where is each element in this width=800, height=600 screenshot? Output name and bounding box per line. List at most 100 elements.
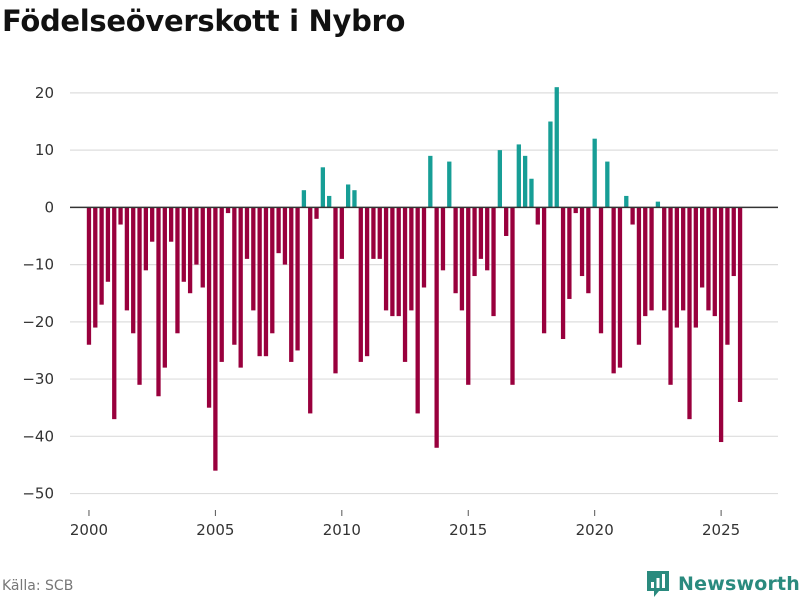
bar (630, 207, 635, 225)
bar (598, 207, 604, 334)
x-tick-label: 2000 (70, 521, 108, 539)
bar (421, 207, 427, 288)
bar (352, 190, 357, 208)
bar (529, 178, 534, 208)
bar (320, 167, 326, 208)
bar (541, 207, 547, 334)
bar (447, 161, 452, 208)
bar (522, 155, 528, 208)
y-tick-label: 0 (44, 198, 54, 216)
bar (674, 207, 680, 328)
y-tick-label: −50 (22, 485, 54, 503)
bar (270, 207, 275, 334)
x-tick-label: 2020 (576, 521, 614, 539)
bar (699, 207, 705, 288)
bar (181, 207, 186, 282)
bar (333, 207, 338, 374)
bar (137, 207, 142, 385)
bar (263, 207, 269, 357)
bar (649, 207, 654, 311)
x-tick-label: 2005 (196, 521, 234, 539)
bar (687, 207, 692, 420)
bar (112, 207, 117, 420)
brand-logo[interactable]: Newsworthy (645, 569, 800, 599)
bar (586, 207, 591, 294)
bar (93, 207, 98, 328)
brand-name: Newsworthy (678, 573, 800, 595)
newsworthy-logo-icon (645, 569, 671, 599)
bar (491, 207, 496, 317)
bar (314, 207, 319, 219)
bar (99, 207, 104, 305)
chart-title: Födelseöverskott i Nybro (2, 4, 406, 38)
bar (497, 150, 503, 208)
bar (358, 207, 363, 362)
bar (105, 207, 111, 282)
bar (257, 207, 262, 357)
bar (472, 207, 477, 277)
bar (244, 207, 250, 259)
bar (617, 207, 623, 368)
y-tick-label: 20 (35, 84, 54, 102)
bar (573, 207, 578, 214)
x-tick-label: 2010 (323, 521, 361, 539)
bar (364, 207, 370, 357)
bar (560, 207, 566, 340)
source-label: Källa: SCB (2, 578, 74, 594)
bar (327, 195, 332, 208)
bar (434, 207, 439, 448)
bar (668, 207, 673, 385)
bar (118, 207, 123, 225)
bar (295, 207, 300, 351)
bars (86, 87, 743, 471)
bar (737, 207, 743, 402)
bar (516, 144, 521, 208)
bar (219, 207, 224, 362)
bar (194, 207, 199, 265)
bar (459, 207, 465, 311)
bar (731, 207, 736, 277)
y-tick-label: −30 (22, 370, 54, 388)
y-tick-label: 10 (35, 141, 54, 159)
bar (200, 207, 205, 288)
x-tick-label: 2025 (702, 521, 740, 539)
bar (225, 207, 231, 214)
bar (402, 207, 408, 362)
bar (162, 207, 167, 368)
bar (308, 207, 313, 414)
bar (156, 207, 161, 397)
bar (624, 195, 629, 208)
bar (611, 207, 616, 374)
y-tick-label: −20 (22, 313, 54, 331)
bar (428, 155, 433, 208)
bar (440, 207, 446, 271)
bar (662, 207, 667, 311)
bar (554, 87, 559, 208)
bar (301, 190, 307, 208)
bar (213, 207, 218, 471)
bar (409, 207, 414, 311)
bar (282, 207, 288, 265)
bar (655, 201, 661, 208)
bar (238, 207, 243, 368)
bar (535, 207, 540, 225)
bar (415, 207, 420, 414)
bar (150, 207, 155, 242)
bar (706, 207, 711, 311)
bar (712, 207, 717, 317)
bar (175, 207, 180, 334)
bar (345, 184, 351, 208)
bar (725, 207, 730, 345)
bar (206, 207, 212, 408)
bar (251, 207, 256, 311)
bar (232, 207, 237, 345)
bar (124, 207, 130, 311)
bar (548, 121, 553, 208)
bar (390, 207, 395, 317)
bar (383, 207, 389, 311)
bar (371, 207, 376, 259)
y-tick-label: −10 (22, 256, 54, 274)
bar (579, 207, 585, 277)
